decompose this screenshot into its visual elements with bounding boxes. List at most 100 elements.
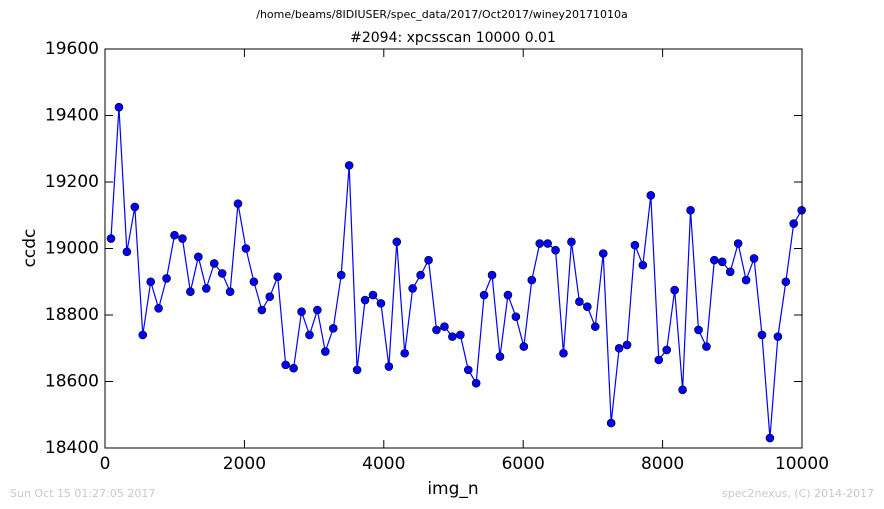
data-point xyxy=(233,199,243,208)
data-point xyxy=(448,332,457,341)
data-point xyxy=(328,323,338,333)
data-point xyxy=(122,247,132,257)
data-point xyxy=(686,205,695,215)
data-point xyxy=(225,287,235,297)
chart-subtitle: #2094: xpcsscan 10000 0.01 xyxy=(350,30,556,46)
data-point xyxy=(535,239,545,248)
data-point xyxy=(368,290,378,300)
data-point xyxy=(432,325,441,335)
data-point xyxy=(519,342,529,351)
data-point xyxy=(749,254,759,263)
data-point xyxy=(146,277,156,287)
data-point xyxy=(352,365,362,375)
chart-title: /home/beams/8IDIUSER/spec_data/2017/Oct2… xyxy=(256,8,628,21)
data-point xyxy=(551,245,560,255)
data-point xyxy=(710,255,719,265)
x-tick-label: 0 xyxy=(100,454,111,474)
data-point xyxy=(463,365,473,375)
footer-left: Sun Oct 15 01:27:05 2017 xyxy=(10,487,155,500)
x-tick-label: 2000 xyxy=(223,454,266,474)
data-point xyxy=(138,330,148,340)
data-point xyxy=(670,285,679,295)
data-point xyxy=(598,249,608,258)
data-point xyxy=(487,270,497,280)
footer-right: spec2nexus, (C) 2014-2017 xyxy=(722,487,874,500)
data-point xyxy=(321,347,330,356)
data-point xyxy=(424,255,433,265)
data-point xyxy=(297,307,306,316)
data-point xyxy=(733,239,743,248)
x-axis-label: img_n xyxy=(427,479,478,499)
data-point xyxy=(583,302,592,311)
y-tick-label: 19400 xyxy=(45,106,99,126)
data-point xyxy=(376,299,386,308)
data-point xyxy=(440,322,449,331)
data-point xyxy=(567,237,576,247)
data-point xyxy=(590,322,600,331)
data-point xyxy=(654,355,664,365)
x-tick-label: 6000 xyxy=(502,454,545,474)
data-point xyxy=(281,360,290,370)
data-point xyxy=(606,418,616,428)
data-point xyxy=(495,352,505,361)
data-point xyxy=(289,363,298,373)
data-point xyxy=(717,257,727,267)
data-point xyxy=(456,330,465,340)
data-point xyxy=(408,284,417,293)
data-point xyxy=(741,275,751,285)
data-point xyxy=(313,305,322,315)
data-point xyxy=(162,274,171,283)
y-tick-label: 19200 xyxy=(45,172,99,192)
data-point xyxy=(694,325,703,335)
data-point xyxy=(559,348,568,358)
data-point xyxy=(241,244,251,253)
data-point xyxy=(400,348,410,358)
data-point xyxy=(130,202,140,212)
data-point xyxy=(209,259,219,268)
data-point xyxy=(543,239,552,248)
data-point xyxy=(622,340,632,350)
data-point xyxy=(114,102,124,112)
data-point xyxy=(781,277,791,287)
data-point xyxy=(249,277,259,287)
data-point xyxy=(773,332,783,341)
y-tick-label: 18600 xyxy=(45,372,99,392)
data-point xyxy=(257,305,267,315)
data-point xyxy=(201,284,211,293)
y-tick-label: 18400 xyxy=(45,438,99,458)
data-point xyxy=(702,342,711,351)
y-axis-label: ccdc xyxy=(20,229,40,268)
data-point xyxy=(154,304,163,313)
data-point xyxy=(194,252,203,262)
data-point xyxy=(360,295,370,305)
data-point xyxy=(527,275,537,285)
data-point xyxy=(678,385,687,395)
data-point xyxy=(384,362,394,371)
data-point xyxy=(305,330,314,340)
data-point xyxy=(178,234,187,243)
data-point xyxy=(392,237,402,247)
data-point xyxy=(662,345,672,355)
data-point xyxy=(575,297,584,307)
data-point xyxy=(217,269,227,278)
data-point xyxy=(511,312,521,321)
data-point xyxy=(757,330,767,340)
x-tick-label: 4000 xyxy=(362,454,405,474)
x-tick-label: 8000 xyxy=(641,454,684,474)
data-point xyxy=(471,378,481,388)
data-point xyxy=(273,272,283,282)
data-point xyxy=(479,290,489,300)
data-point xyxy=(646,191,656,200)
data-point xyxy=(765,433,775,443)
data-point xyxy=(265,292,275,302)
data-point xyxy=(789,219,799,228)
data-point xyxy=(344,161,354,170)
data-point xyxy=(106,234,116,243)
x-tick-label: 10000 xyxy=(775,454,829,474)
data-point xyxy=(614,343,624,353)
y-tick-label: 18800 xyxy=(45,305,99,325)
data-point xyxy=(416,270,425,280)
data-point xyxy=(170,230,179,240)
y-tick-label: 19600 xyxy=(45,39,99,59)
